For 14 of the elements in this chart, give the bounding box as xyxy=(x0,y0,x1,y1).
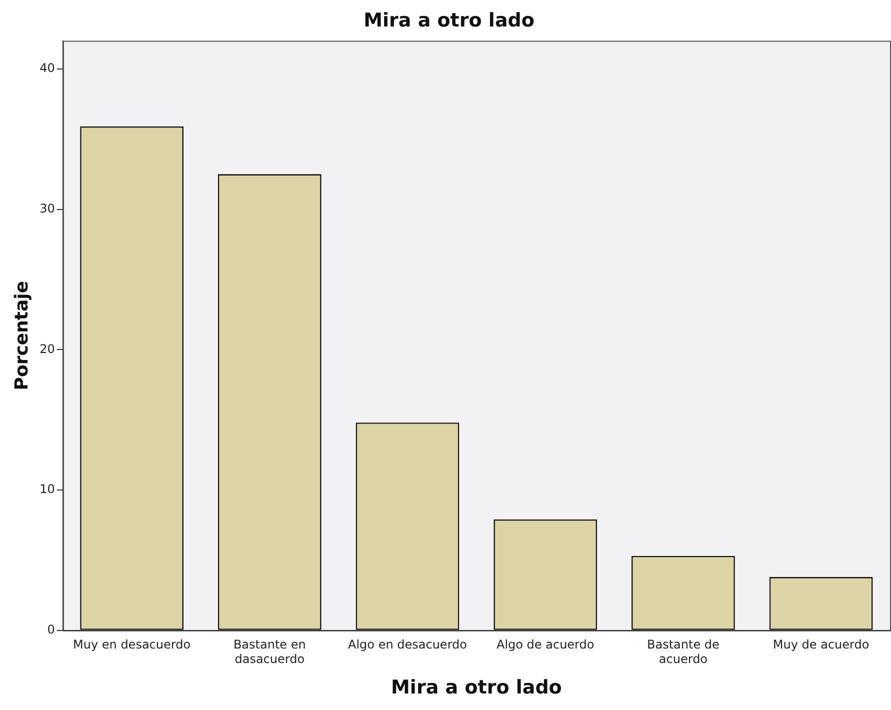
y-tick-label: 0 xyxy=(47,622,55,637)
x-tick-label: Algo en desacuerdo xyxy=(348,638,468,652)
y-axis-title: Porcentaje xyxy=(11,280,32,390)
chart-title: Mira a otro lado xyxy=(364,9,534,32)
x-tick-label: Bastante en dasacuerdo xyxy=(233,638,306,666)
x-tick-label: Muy de acuerdo xyxy=(772,638,870,652)
y-tick-label: 20 xyxy=(40,342,55,356)
x-axis-title: Mira a otro lado xyxy=(391,676,562,699)
x-tick-label: Muy en desacuerdo xyxy=(73,638,191,652)
y-tick-label: 10 xyxy=(40,482,55,496)
y-tick-label: 40 xyxy=(40,61,55,75)
x-tick-label: Algo de acuerdo xyxy=(496,638,594,652)
x-tick-label: Bastante de acuerdo xyxy=(647,638,720,666)
y-tick-label: 30 xyxy=(40,201,55,216)
